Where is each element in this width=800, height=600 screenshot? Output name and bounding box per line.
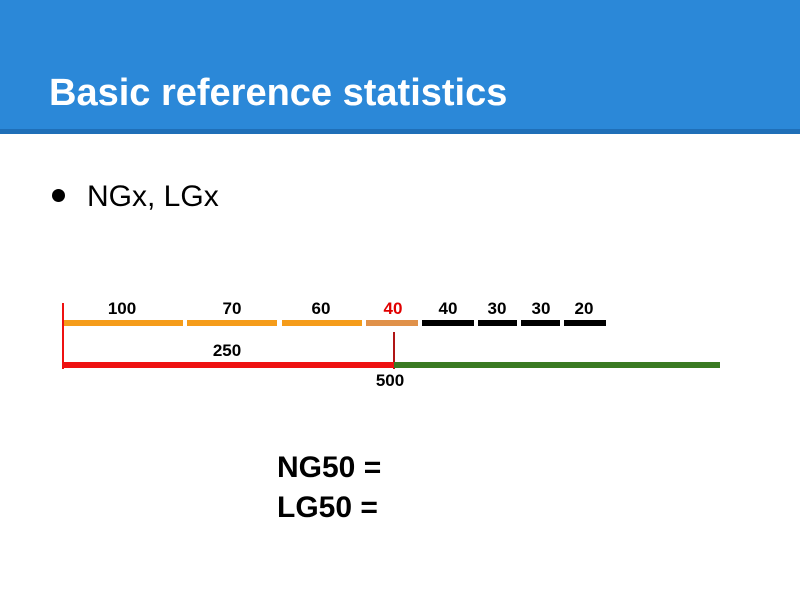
contig-bar bbox=[478, 320, 517, 326]
contig-label: 30 bbox=[487, 299, 507, 318]
contig-bar bbox=[564, 320, 606, 326]
slide-header bbox=[0, 0, 800, 134]
bullet-item: NGx, LGx bbox=[52, 180, 219, 214]
reference-length-label: 500 bbox=[375, 371, 405, 390]
contig-bar bbox=[366, 320, 418, 326]
half-marker-line bbox=[393, 332, 395, 369]
reference-rest-bar bbox=[394, 362, 720, 368]
contig-bar bbox=[521, 320, 560, 326]
ng50-equation: NG50 = bbox=[277, 451, 382, 484]
contig-label: 40 bbox=[438, 299, 458, 318]
contig-bar bbox=[422, 320, 474, 326]
bullet-dot-icon bbox=[52, 188, 65, 202]
contig-label: 100 bbox=[107, 299, 137, 318]
contig-bar bbox=[282, 320, 362, 326]
contig-label: 60 bbox=[311, 299, 331, 318]
contig-bar bbox=[187, 320, 277, 326]
lg50-equation: LG50 = bbox=[277, 491, 378, 524]
contig-label-highlighted: 40 bbox=[383, 299, 403, 318]
half-length-label: 250 bbox=[212, 341, 242, 360]
contig-label: 20 bbox=[574, 299, 594, 318]
bullet-text: NGx, LGx bbox=[87, 180, 219, 213]
slide-title: Basic reference statistics bbox=[49, 72, 508, 114]
contig-label: 70 bbox=[222, 299, 242, 318]
start-marker-line bbox=[62, 303, 64, 369]
contig-label: 30 bbox=[531, 299, 551, 318]
reference-half-bar bbox=[62, 362, 394, 368]
contig-bar bbox=[62, 320, 183, 326]
